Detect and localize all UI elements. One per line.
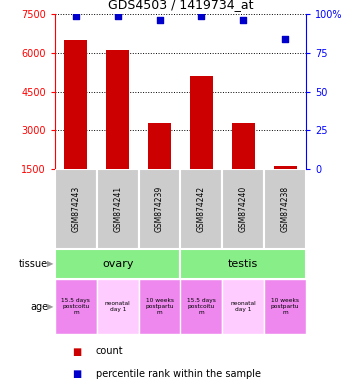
Bar bbox=[180, 249, 306, 279]
Text: 10 weeks
postpartu
m: 10 weeks postpartu m bbox=[271, 298, 299, 315]
Bar bbox=[139, 169, 180, 249]
Bar bbox=[106, 50, 129, 169]
Bar bbox=[222, 169, 264, 249]
Text: 10 weeks
postpartu
m: 10 weeks postpartu m bbox=[145, 298, 174, 315]
Text: neonatal
day 1: neonatal day 1 bbox=[105, 301, 131, 312]
Bar bbox=[148, 122, 171, 169]
Bar bbox=[55, 169, 97, 249]
Text: 15.5 days
postcoitu
m: 15.5 days postcoitu m bbox=[61, 298, 90, 315]
Bar bbox=[97, 279, 139, 334]
Text: 15.5 days
postcoitu
m: 15.5 days postcoitu m bbox=[187, 298, 216, 315]
Point bbox=[199, 12, 204, 18]
Text: neonatal
day 1: neonatal day 1 bbox=[231, 301, 256, 312]
Text: ■: ■ bbox=[72, 369, 81, 379]
Point bbox=[115, 12, 120, 18]
Point bbox=[73, 12, 79, 18]
Text: ovary: ovary bbox=[102, 259, 133, 269]
Text: tissue: tissue bbox=[19, 259, 48, 269]
Text: age: age bbox=[30, 301, 48, 311]
Text: testis: testis bbox=[228, 259, 258, 269]
Text: ■: ■ bbox=[72, 346, 81, 356]
Bar bbox=[180, 169, 222, 249]
Bar bbox=[264, 279, 306, 334]
Text: ▶: ▶ bbox=[47, 302, 53, 311]
Title: GDS4503 / 1419734_at: GDS4503 / 1419734_at bbox=[108, 0, 253, 12]
Point bbox=[240, 17, 246, 23]
Text: ▶: ▶ bbox=[47, 260, 53, 268]
Text: GSM874239: GSM874239 bbox=[155, 186, 164, 232]
Point bbox=[157, 17, 162, 23]
Bar bbox=[232, 122, 255, 169]
Bar bbox=[64, 40, 87, 169]
Bar bbox=[222, 279, 264, 334]
Point bbox=[282, 36, 288, 42]
Text: percentile rank within the sample: percentile rank within the sample bbox=[96, 369, 261, 379]
Bar bbox=[55, 279, 97, 334]
Bar bbox=[55, 249, 180, 279]
Text: GSM874240: GSM874240 bbox=[239, 186, 248, 232]
Bar bbox=[180, 279, 222, 334]
Bar bbox=[139, 279, 180, 334]
Bar bbox=[97, 169, 139, 249]
Text: GSM874242: GSM874242 bbox=[197, 186, 206, 232]
Bar bbox=[190, 76, 213, 169]
Text: GSM874243: GSM874243 bbox=[71, 186, 80, 232]
Bar bbox=[273, 166, 297, 169]
Text: GSM874238: GSM874238 bbox=[281, 186, 290, 232]
Text: count: count bbox=[96, 346, 123, 356]
Text: GSM874241: GSM874241 bbox=[113, 186, 122, 232]
Bar bbox=[264, 169, 306, 249]
